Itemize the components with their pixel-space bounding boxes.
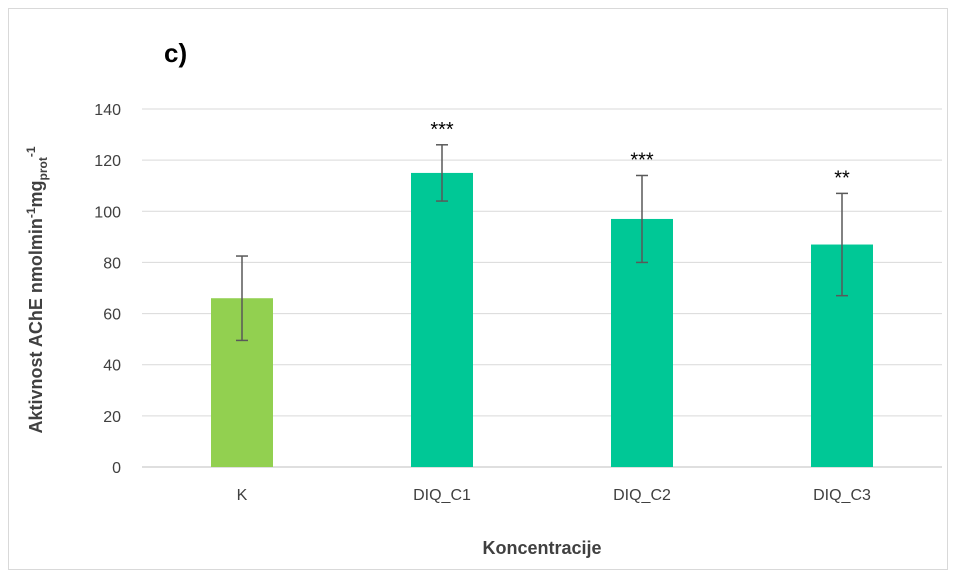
error-bar [636, 174, 648, 264]
gridlines [142, 108, 942, 468]
significance-labels: ******** [430, 119, 850, 190]
y-tick-label: 20 [103, 409, 121, 426]
x-tick-label: DIQ_C2 [613, 487, 671, 504]
x-tick-label: DIQ_C3 [813, 487, 871, 504]
y-tick-label: 80 [103, 255, 121, 272]
y-axis-title-sup2: -1 [24, 146, 38, 157]
significance-label: *** [430, 119, 454, 141]
x-tick-label: DIQ_C1 [413, 487, 471, 504]
y-axis-title: Aktivnost AChE nmolmin-1mgprot-1 [24, 146, 50, 433]
y-axis-title-main: Aktivnost AChE nmolmin [26, 218, 46, 433]
error-bars [236, 144, 848, 342]
chart-frame [8, 8, 948, 570]
panel-label: c) [164, 38, 187, 68]
y-axis-title-mid: mg [26, 180, 46, 207]
y-axis-title-sub: prot [36, 157, 50, 180]
error-bar [836, 192, 848, 297]
bar-diq-c1 [411, 172, 473, 467]
y-tick-labels: 0 20 40 60 80 100 120 140 [94, 102, 121, 477]
x-axis-title: Koncentracije [482, 538, 601, 558]
y-tick-label: 140 [94, 102, 121, 119]
x-tick-label: K [237, 487, 248, 504]
bars [211, 172, 873, 467]
y-axis-title-sup1: -1 [24, 207, 38, 218]
y-tick-label: 0 [112, 460, 121, 477]
error-bar [236, 255, 248, 342]
error-bar [436, 144, 448, 202]
significance-label: *** [630, 149, 654, 171]
y-tick-label: 100 [94, 204, 121, 221]
x-tick-labels: K DIQ_C1 DIQ_C2 DIQ_C3 [237, 487, 871, 504]
significance-label: ** [834, 167, 850, 189]
y-tick-label: 60 [103, 307, 121, 324]
y-tick-label: 40 [103, 358, 121, 375]
y-tick-label: 120 [94, 153, 121, 170]
